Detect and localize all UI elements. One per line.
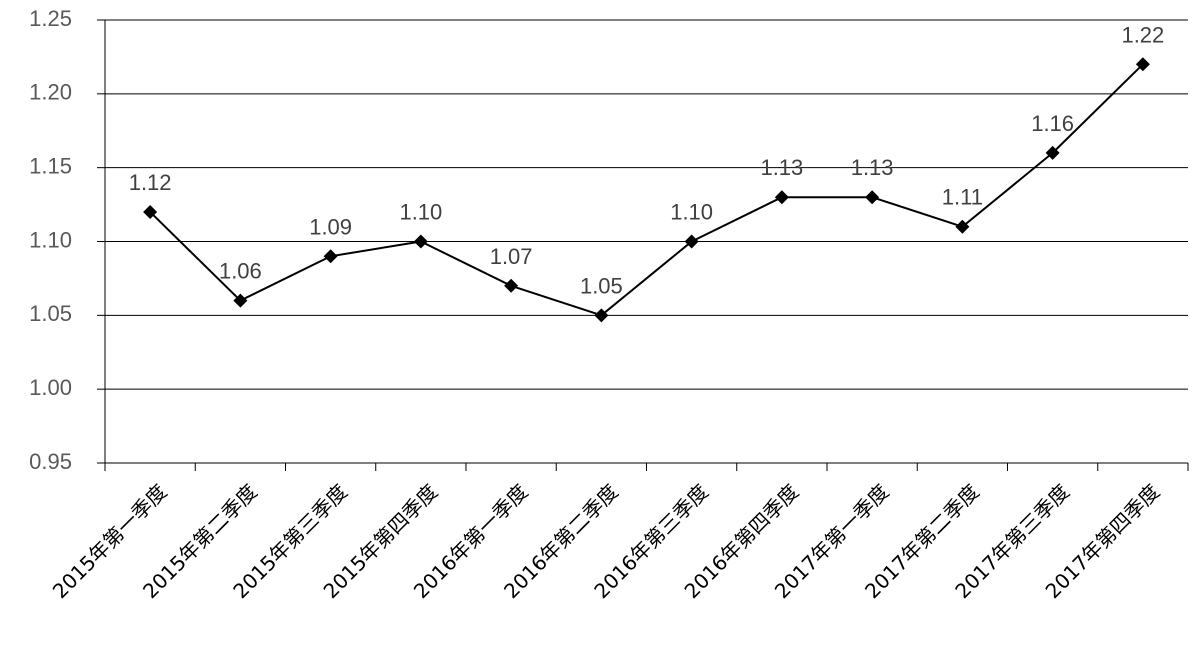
- data-series: [143, 57, 1150, 323]
- x-axis-tick-labels: 2015年第一季度2015年第二季度2015年第三季度2015年第四季度2016…: [48, 479, 1164, 603]
- y-tick-label: 1.15: [29, 153, 72, 178]
- data-labels: 1.12 1.06 1.09 1.10 1.07 1.05 1.10 1.13 1.13 1.11…: [129, 22, 1165, 298]
- data-point-marker: [1045, 145, 1060, 160]
- y-tick-label: 1.10: [29, 227, 72, 252]
- data-label: 1.12: [129, 170, 172, 195]
- data-label: 1.05: [580, 273, 623, 298]
- series-line: [149, 63, 1144, 317]
- data-label: 1.16: [1031, 111, 1074, 136]
- axes: [97, 19, 1189, 471]
- data-point-marker: [594, 308, 609, 323]
- data-point-marker: [684, 234, 699, 249]
- data-point-marker: [413, 234, 428, 249]
- data-point-marker: [323, 249, 338, 264]
- data-label: 1.13: [851, 155, 894, 180]
- y-tick-label: 1.05: [29, 301, 72, 326]
- data-label: 1.06: [219, 259, 262, 284]
- data-label: 1.11: [942, 185, 983, 210]
- data-point-marker: [233, 293, 248, 308]
- data-label: 1.09: [309, 214, 352, 239]
- gridlines: [105, 19, 1188, 390]
- data-label: 1.10: [399, 200, 442, 225]
- data-point-marker: [865, 190, 880, 205]
- data-point-marker: [1135, 57, 1150, 72]
- y-axis-tick-labels: 0.95 1.00 1.05 1.10 1.15 1.20 1.25: [29, 6, 72, 474]
- data-label: 1.13: [760, 155, 803, 180]
- y-tick-label: 1.00: [29, 375, 72, 400]
- data-point-marker: [955, 219, 970, 234]
- y-tick-label: 1.25: [29, 6, 72, 31]
- data-label: 1.07: [490, 244, 533, 269]
- y-tick-label: 1.20: [29, 80, 72, 105]
- data-label: 1.10: [670, 200, 713, 225]
- y-tick-label: 0.95: [29, 449, 72, 474]
- data-point-marker: [143, 204, 158, 219]
- data-point-marker: [774, 190, 789, 205]
- data-point-marker: [504, 278, 519, 293]
- data-label: 1.22: [1121, 22, 1164, 47]
